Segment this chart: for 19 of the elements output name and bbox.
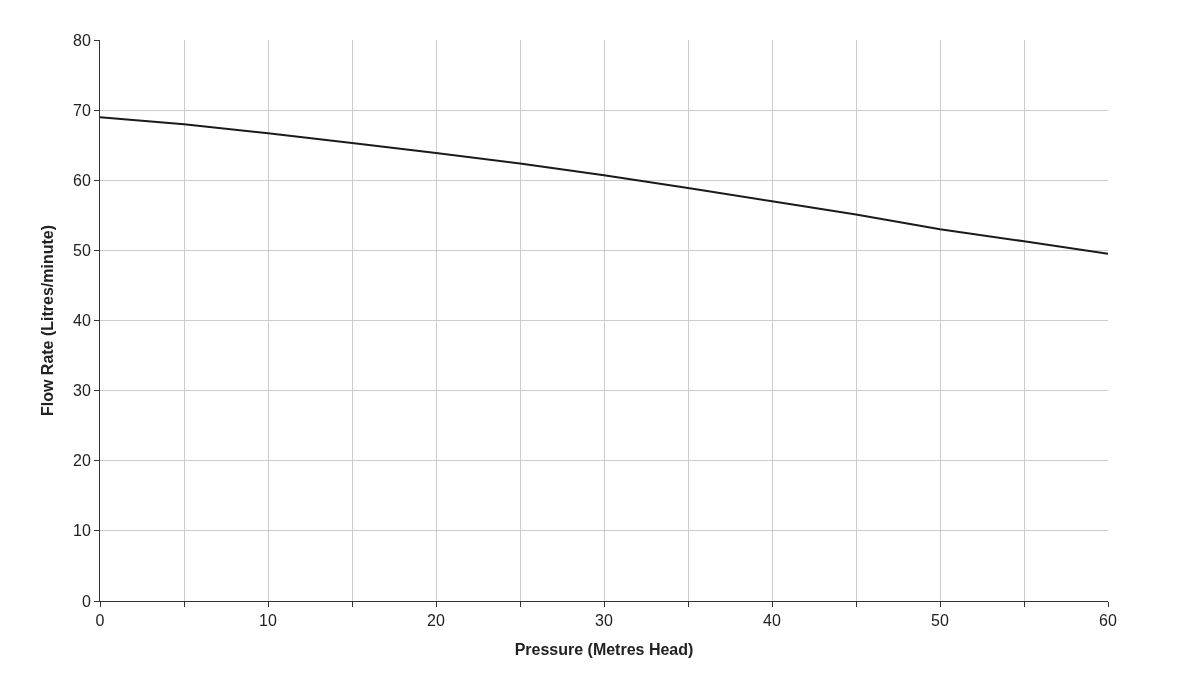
y-tick-label: 80 xyxy=(73,31,91,49)
y-tick-label: 40 xyxy=(73,312,91,330)
x-tick-label: 10 xyxy=(259,612,277,630)
y-tick-label: 50 xyxy=(73,241,91,259)
x-tick-label: 60 xyxy=(1099,612,1117,630)
y-tick-label: 0 xyxy=(81,592,91,610)
x-tick-label: 40 xyxy=(763,612,781,630)
line-series xyxy=(100,116,1108,255)
x-tick-label: 20 xyxy=(427,612,445,630)
x-axis-title: Pressure (Metres Head) xyxy=(514,640,694,658)
x-tick-label: 30 xyxy=(595,612,613,630)
x-tick-label: 50 xyxy=(931,612,949,630)
y-tick-label: 70 xyxy=(73,101,91,119)
x-tick-label: 0 xyxy=(95,612,105,630)
y-tick-label: 20 xyxy=(73,452,91,470)
y-tick-label: 10 xyxy=(73,522,91,540)
y-axis-title: Flow Rate (Litres/minute) xyxy=(38,224,56,417)
y-tick-label: 60 xyxy=(73,171,91,189)
y-tick-label: 30 xyxy=(73,382,91,400)
